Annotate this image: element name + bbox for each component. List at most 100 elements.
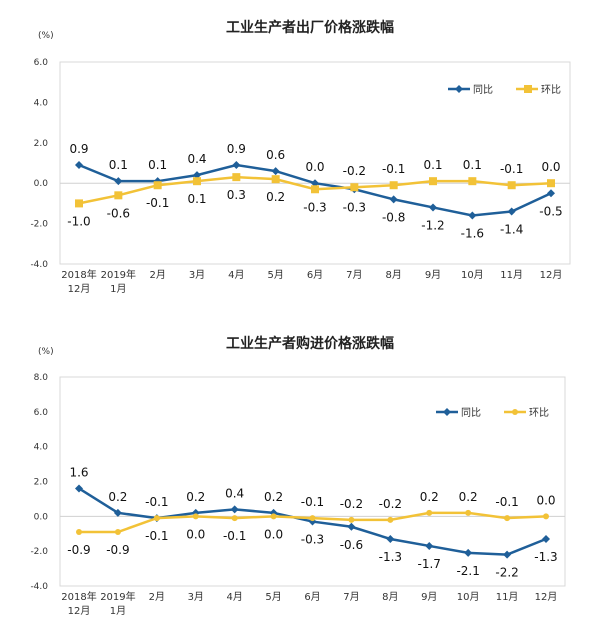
data-label: -1.0 [67, 214, 90, 228]
x-tick-label: 4月 [228, 269, 244, 281]
data-label: 0.1 [463, 158, 482, 172]
data-label: -0.2 [379, 497, 402, 511]
data-label: -1.6 [461, 227, 484, 241]
data-label: 0.1 [109, 158, 128, 172]
y-tick-label: 0.0 [34, 512, 49, 522]
data-point [309, 515, 316, 522]
data-point [114, 177, 123, 186]
data-point [193, 171, 201, 180]
data-point [114, 529, 121, 536]
data-label: -1.7 [418, 557, 441, 571]
data-label: -2.1 [456, 564, 479, 578]
data-label: 0.4 [187, 152, 206, 166]
data-point [468, 211, 477, 220]
data-point [153, 515, 160, 522]
data-label: 0.3 [227, 188, 246, 202]
data-point [547, 189, 555, 198]
x-tick-label: 7月 [346, 269, 362, 281]
x-tick-label: 5月 [265, 591, 281, 603]
x-tick-label: 12月 [68, 283, 91, 295]
data-label: 1.6 [69, 465, 88, 479]
data-label: 0.2 [186, 490, 205, 504]
data-label: -0.2 [340, 497, 363, 511]
x-tick-label: 3月 [188, 591, 204, 603]
data-point [429, 177, 437, 186]
data-label: -0.1 [382, 162, 405, 176]
data-label: -0.1 [500, 162, 523, 176]
plot-frame [59, 61, 571, 265]
chart-title: 工业生产者购进价格涨跌幅 [226, 335, 394, 352]
y-tick-label: -2.0 [30, 547, 48, 557]
legend-label: 环比 [541, 84, 561, 96]
plot-frame [59, 376, 566, 587]
data-label: -1.3 [534, 550, 557, 564]
data-point [389, 195, 398, 204]
data-label: 0.0 [186, 527, 205, 541]
y-tick-label: -4.0 [30, 260, 48, 270]
data-point [387, 516, 394, 523]
data-label: -1.4 [500, 222, 523, 236]
data-point [231, 515, 238, 522]
x-tick-label: 1月 [110, 283, 126, 295]
data-point [75, 161, 83, 170]
data-label: 0.2 [264, 490, 283, 504]
chart-2: 工业生产者购进价格涨跌幅 (%) 8.0 6.0 4.0 2.0 0.0 -2.0 -4.0 20… [30, 335, 566, 617]
x-tick-label: 9月 [421, 591, 437, 603]
data-label: -0.2 [343, 164, 366, 178]
data-point [270, 513, 277, 520]
data-point [76, 529, 82, 536]
data-point [542, 534, 550, 543]
data-label: 0.1 [148, 158, 167, 172]
x-tick-label: 7月 [343, 591, 359, 603]
y-tick-label: 2.0 [34, 478, 49, 488]
data-point [429, 203, 437, 212]
y-tick-label: -2.0 [30, 220, 48, 230]
data-label: 0.2 [459, 490, 478, 504]
x-tick-label: 12月 [535, 591, 558, 603]
data-label: 0.1 [187, 192, 206, 206]
data-point [350, 183, 359, 192]
data-point [389, 181, 398, 190]
data-label: -0.9 [67, 543, 90, 557]
chart-title: 工业生产者出厂价格涨跌幅 [226, 19, 394, 36]
data-point [425, 541, 434, 550]
x-tick-label: 2018年 [61, 268, 96, 281]
legend-marker [512, 409, 518, 415]
y-tick-label: 2.0 [34, 139, 49, 149]
data-point [507, 207, 516, 216]
data-point [271, 167, 280, 176]
data-label: 0.1 [423, 158, 442, 172]
data-label: -0.1 [223, 529, 246, 543]
data-point [193, 177, 201, 186]
x-tick-label: 10月 [461, 269, 484, 281]
y-tick-label: 4.0 [34, 443, 49, 453]
legend-marker [524, 85, 532, 93]
data-label: -0.8 [382, 210, 405, 224]
data-point [114, 191, 123, 200]
data-point [426, 509, 433, 516]
x-tick-label: 6月 [307, 269, 323, 281]
data-label: -0.3 [303, 200, 326, 214]
data-label: 0.2 [266, 190, 285, 204]
y-tick-label: 0.0 [34, 179, 49, 189]
data-point [271, 175, 280, 184]
data-point [153, 181, 162, 190]
data-label: -0.9 [106, 543, 129, 557]
legend-marker [443, 408, 451, 416]
data-point [75, 199, 83, 208]
data-label: 0.0 [305, 160, 324, 174]
data-label: -0.3 [301, 533, 324, 547]
data-label: -2.2 [495, 566, 518, 580]
legend-label: 同比 [461, 407, 481, 419]
x-tick-label: 2019年 [101, 268, 136, 281]
data-point [232, 173, 241, 182]
data-label: 0.6 [266, 148, 285, 162]
data-label: 0.4 [225, 486, 244, 500]
x-tick-label: 1月 [110, 605, 126, 617]
data-label: -1.2 [421, 218, 444, 232]
data-point [504, 515, 511, 522]
x-tick-label: 2月 [149, 591, 165, 603]
data-point [113, 508, 122, 517]
